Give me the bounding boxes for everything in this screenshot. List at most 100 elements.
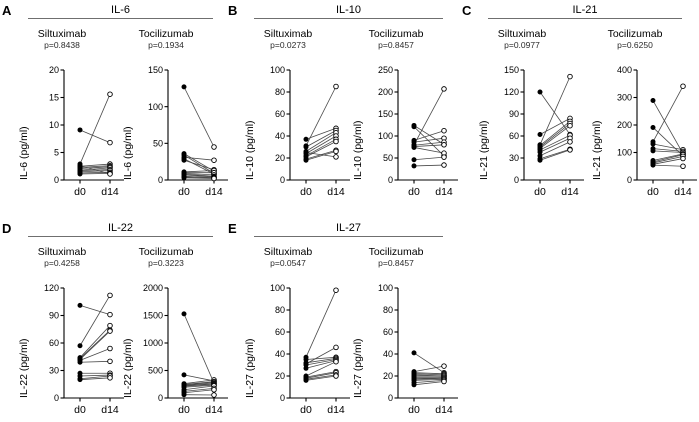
y-tick-label: 400 — [617, 65, 632, 75]
p-value-label: p=0.0547 — [270, 258, 306, 269]
y-axis-label: IL-21 (pg/ml) — [591, 120, 603, 180]
y-tick-label: 30 — [509, 153, 519, 163]
data-point-d14 — [107, 328, 113, 334]
data-point-d14 — [107, 292, 113, 299]
data-point-d14 — [333, 358, 339, 365]
group-name: Siltuximab — [263, 28, 313, 40]
y-tick-label: 90 — [49, 311, 59, 321]
data-point-d14 — [333, 344, 339, 351]
p-value-label: p=0.3223 — [148, 258, 184, 269]
panel-title: IL-21 — [572, 4, 598, 16]
y-tick-label: 0 — [280, 393, 285, 403]
y-tick-label: 60 — [275, 109, 285, 119]
data-point-d14 — [107, 171, 113, 177]
y-tick-label: 30 — [49, 366, 59, 376]
data-point-d14 — [107, 139, 113, 146]
x-tick-label: d0 — [178, 186, 190, 198]
data-point-d14 — [333, 148, 339, 155]
data-point-d14 — [441, 378, 447, 385]
data-point-d0 — [303, 365, 309, 371]
x-tick-label: d0 — [408, 186, 420, 198]
y-tick-label: 150 — [378, 109, 393, 119]
data-point-d0 — [77, 343, 83, 349]
y-tick-label: 0 — [54, 175, 59, 185]
data-point-d0 — [650, 162, 656, 168]
group-name: Siltuximab — [497, 28, 547, 40]
panel-letter: C — [462, 3, 472, 18]
y-tick-label: 10 — [49, 120, 59, 130]
data-point-d14 — [441, 127, 447, 134]
group-header-siltuximab: Siltuximab p=0.0547 — [242, 246, 334, 269]
x-tick-label: d14 — [327, 404, 345, 416]
y-tick-label: 200 — [378, 87, 393, 97]
group-name: Tocilizumab — [138, 246, 194, 258]
x-tick-label: d14 — [674, 186, 692, 198]
y-tick-label: 1500 — [143, 311, 163, 321]
x-tick-label: d0 — [300, 404, 312, 416]
data-point-d0 — [650, 124, 656, 130]
plot-il-22-siltuximab: 0 30 60 90 120 d0 d14 — [30, 222, 126, 422]
data-point-d14 — [211, 144, 217, 150]
y-tick-label: 0 — [514, 175, 519, 185]
data-point-d0 — [77, 302, 83, 308]
group-header-tocilizumab: Tocilizumab p=0.8457 — [350, 28, 442, 51]
data-point-d14 — [441, 162, 447, 168]
data-point-d14 — [211, 392, 217, 398]
y-tick-label: 90 — [509, 109, 519, 119]
data-point-d14 — [333, 154, 339, 160]
p-value-label: p=0.0977 — [504, 40, 540, 51]
x-tick-label: d0 — [647, 186, 659, 198]
y-axis-label: IL-6 (pg/ml) — [122, 126, 134, 180]
x-tick-label: d14 — [101, 404, 119, 416]
data-point-d14 — [441, 86, 447, 92]
y-tick-label: 1000 — [143, 338, 163, 348]
y-tick-label: 0 — [280, 175, 285, 185]
data-point-d14 — [107, 358, 113, 365]
data-point-d0 — [303, 136, 309, 142]
group-header-siltuximab: Siltuximab p=0.0977 — [476, 28, 568, 51]
data-point-d0 — [77, 171, 83, 177]
y-tick-label: 100 — [270, 283, 285, 293]
data-point-d0 — [537, 157, 543, 163]
data-point-d0 — [411, 144, 417, 150]
panel-header: IL-6 — [28, 4, 213, 20]
title-divider — [254, 18, 443, 20]
y-axis-label: IL-10 (pg/ml) — [244, 120, 256, 180]
y-axis-label: IL-22 (pg/ml) — [122, 338, 134, 398]
data-point-d0 — [411, 350, 417, 356]
data-point-d14 — [680, 163, 686, 169]
y-tick-label: 150 — [504, 65, 519, 75]
y-tick-label: 60 — [49, 338, 59, 348]
data-point-d14 — [333, 373, 339, 379]
data-point-d14 — [211, 386, 217, 393]
group-name: Tocilizumab — [368, 246, 424, 258]
data-point-d0 — [303, 377, 309, 383]
group-header-siltuximab: Siltuximab p=0.4258 — [16, 246, 108, 269]
plot-il-21-tocilizumab: 0 100 200 300 400 d0 d14 — [603, 4, 699, 204]
data-point-d0 — [537, 132, 543, 138]
group-header-siltuximab: Siltuximab p=0.0273 — [242, 28, 334, 51]
y-tick-label: 150 — [148, 65, 163, 75]
y-tick-label: 2000 — [143, 283, 163, 293]
data-point-d0 — [537, 89, 543, 95]
y-tick-label: 15 — [49, 93, 59, 103]
group-header-tocilizumab: Tocilizumab p=0.8457 — [350, 246, 442, 269]
p-value-label: p=0.8457 — [378, 258, 414, 269]
y-tick-label: 120 — [44, 283, 59, 293]
data-point-d0 — [77, 127, 83, 133]
data-point-d14 — [441, 154, 447, 160]
x-tick-label: d14 — [101, 186, 119, 198]
y-tick-label: 40 — [383, 349, 393, 359]
y-tick-label: 0 — [388, 393, 393, 403]
data-point-d0 — [77, 163, 83, 169]
panel-title: IL-27 — [335, 222, 362, 234]
y-tick-label: 5 — [54, 148, 59, 158]
p-value-label: p=0.1934 — [148, 40, 184, 51]
y-axis-label: IL-21 (pg/ml) — [478, 120, 490, 180]
data-point-d0 — [411, 157, 417, 163]
data-point-d14 — [567, 73, 573, 80]
panel-header: IL-22 — [28, 222, 213, 238]
x-tick-label: d14 — [561, 186, 579, 198]
y-tick-label: 200 — [617, 120, 632, 130]
plot-il-10-tocilizumab: 0 50 100 150 200 250 d0 d14 — [364, 4, 460, 204]
